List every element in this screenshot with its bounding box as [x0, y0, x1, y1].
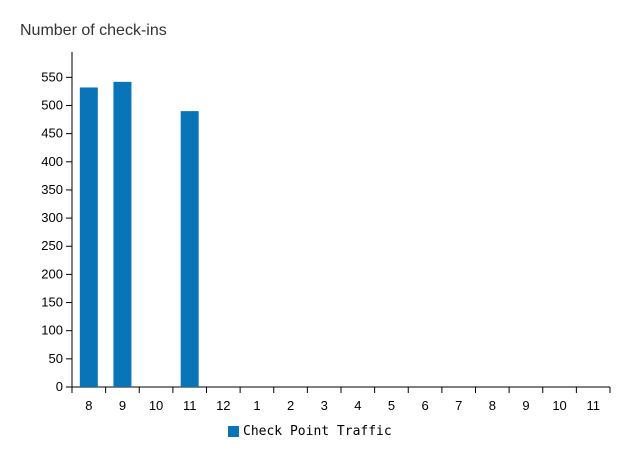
x-tick-label: 10 — [149, 398, 163, 413]
y-tick-label: 100 — [41, 323, 63, 338]
x-tick-label: 11 — [183, 398, 197, 413]
y-tick-label: 50 — [49, 351, 63, 366]
x-tick-label: 8 — [489, 398, 496, 413]
x-tick-label: 6 — [421, 398, 428, 413]
y-tick-label: 300 — [41, 210, 63, 225]
y-tick-label: 400 — [41, 154, 63, 169]
y-tick-label: 0 — [56, 379, 63, 394]
bar — [180, 111, 199, 387]
bar — [113, 81, 132, 388]
x-tick-label: 1 — [253, 398, 260, 413]
y-tick-label: 450 — [41, 126, 63, 141]
y-tick-label: 150 — [41, 295, 63, 310]
legend-label: Check Point Traffic — [243, 424, 392, 439]
x-tick-label: 8 — [85, 398, 92, 413]
x-tick-label: 12 — [216, 398, 230, 413]
bar — [79, 87, 98, 388]
x-tick-label: 5 — [388, 398, 395, 413]
x-tick-label: 4 — [354, 398, 361, 413]
x-tick-label: 10 — [552, 398, 566, 413]
legend: Check Point Traffic — [228, 424, 392, 439]
y-tick-label: 350 — [41, 182, 63, 197]
legend-swatch — [228, 426, 239, 437]
y-tick-label: 500 — [41, 97, 63, 112]
x-tick-label: 3 — [321, 398, 328, 413]
x-tick-label: 9 — [119, 398, 126, 413]
y-tick-label: 550 — [41, 69, 63, 84]
x-tick-label: 7 — [455, 398, 462, 413]
y-tick-label: 200 — [41, 266, 63, 281]
x-tick-label: 2 — [287, 398, 294, 413]
x-tick-label: 11 — [586, 398, 600, 413]
y-axis-label: Number of check-ins — [20, 22, 167, 39]
y-tick-label: 250 — [41, 238, 63, 253]
x-tick-label: 9 — [522, 398, 529, 413]
